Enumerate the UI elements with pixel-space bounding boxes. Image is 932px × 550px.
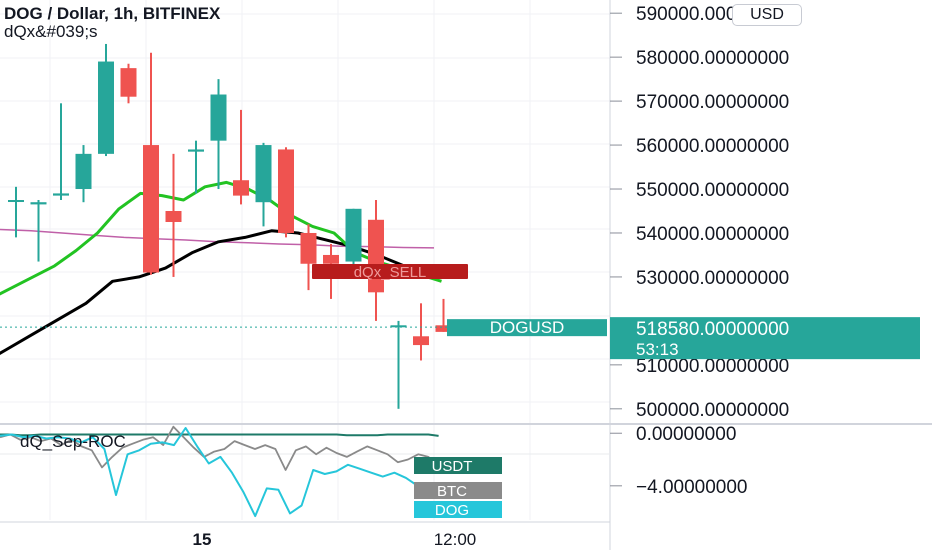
candle-body[interactable]: [413, 336, 429, 346]
roc-tag-label-btc: BTC: [437, 483, 467, 500]
price-tick-label: 510000.00000000: [636, 356, 789, 377]
candle-body[interactable]: [300, 232, 317, 264]
candle-body[interactable]: [30, 202, 47, 205]
candle-body[interactable]: [8, 200, 24, 203]
candle-body[interactable]: [53, 193, 69, 196]
indicator-name: dQx&#039;s: [4, 22, 98, 41]
candle-body[interactable]: [323, 254, 339, 264]
symbol-tag-label: DOGUSD: [490, 318, 565, 337]
candle-body[interactable]: [188, 149, 204, 152]
candle-body[interactable]: [233, 180, 249, 196]
candle-body[interactable]: [435, 325, 452, 332]
price-tick-label: 570000.00000000: [636, 92, 789, 113]
time-tick-label: 12:00: [434, 530, 477, 549]
candle-body[interactable]: [210, 94, 227, 141]
candle-body[interactable]: [165, 211, 182, 222]
roc-tag-btc: [414, 482, 502, 499]
roc-tag-dog: [414, 501, 502, 518]
candle-body[interactable]: [278, 149, 294, 233]
symbol-tag: [447, 319, 607, 337]
candle-body[interactable]: [390, 325, 407, 328]
candle-body[interactable]: [143, 145, 159, 273]
roc-tag-label-usdt: USDT: [432, 458, 473, 475]
currency-button[interactable]: USD: [732, 4, 802, 26]
chart-title: DOG / Dollar, 1h, BITFINEX: [4, 4, 221, 23]
price-tick-label: 580000.00000000: [636, 48, 789, 69]
current-price-tag: [610, 317, 920, 360]
candle-body[interactable]: [345, 208, 362, 262]
roc-tick-label: −4.00000000: [636, 477, 747, 498]
candle-body[interactable]: [120, 68, 137, 97]
candle-body[interactable]: [98, 61, 114, 154]
roc-tag-label-dog: DOG: [435, 502, 469, 519]
roc-tag-usdt: [414, 457, 502, 474]
roc-usdt-line: [0, 433, 439, 437]
price-tick-label: 560000.00000000: [636, 136, 789, 157]
candle-body[interactable]: [368, 219, 384, 293]
current-price-label: 518580.00000000: [636, 319, 789, 340]
roc-btc-line: [0, 425, 440, 471]
roc-indicator-title: dQ_Sep-ROC: [20, 432, 126, 451]
ema-fast-line: [0, 180, 442, 296]
price-tick-label: 540000.00000000: [636, 224, 789, 245]
price-tick-label: 500000.00000000: [636, 400, 789, 421]
roc-dog-line: [0, 427, 419, 518]
time-tick-label: 15: [193, 530, 212, 549]
price-tick-label: 530000.00000000: [636, 268, 789, 289]
sell-signal-tag: [312, 264, 468, 279]
sell-signal-label: dQx_SELL: [354, 264, 427, 281]
roc-tick-label: 0.00000000: [636, 424, 736, 445]
bar-countdown-label: 53:13: [636, 340, 679, 359]
candle-body[interactable]: [255, 145, 272, 203]
price-tick-label: 550000.00000000: [636, 180, 789, 201]
candle-body[interactable]: [75, 153, 92, 190]
ema-slow-line: [0, 229, 431, 356]
